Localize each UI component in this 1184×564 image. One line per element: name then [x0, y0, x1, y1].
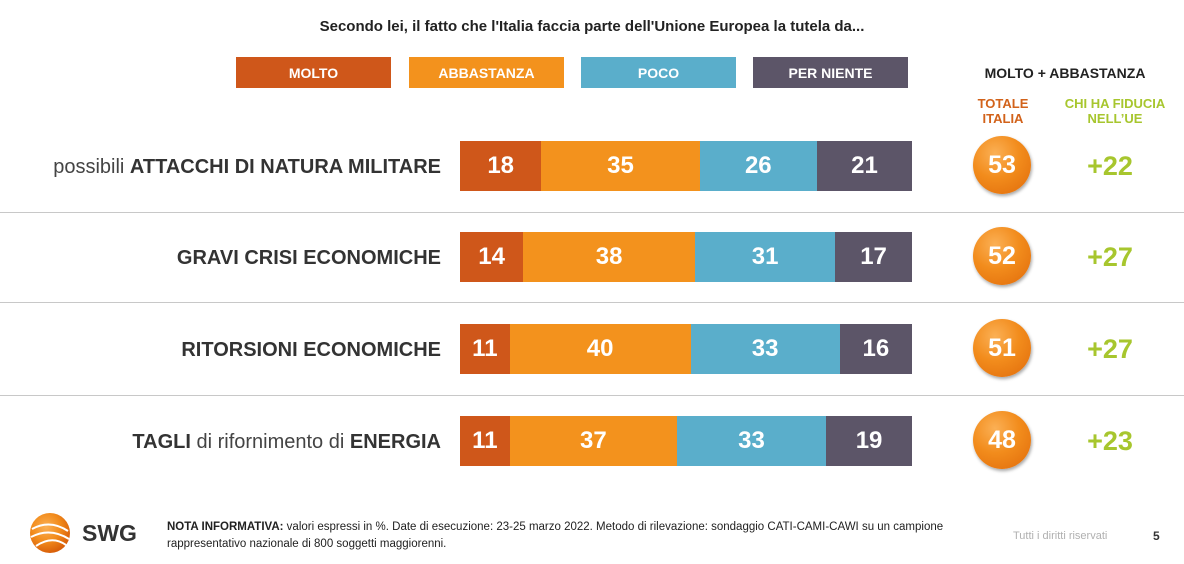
- row-label-part: di rifornimento di: [190, 431, 350, 453]
- swg-logo-icon: [30, 513, 70, 553]
- row-label: GRAVI CRISI ECONOMICHE: [0, 233, 441, 283]
- stacked-bar: 11 40 33 16: [460, 324, 912, 374]
- bar-segment-molto: 11: [460, 416, 510, 466]
- bar-segment-abbastanza: 37: [509, 416, 677, 466]
- bar-segment-abbastanza: 38: [523, 232, 696, 282]
- rights-reserved: Tutti i diritti riservati: [1013, 530, 1108, 542]
- row-separator: [0, 395, 1184, 396]
- header-fiducia-ue: CHI HA FIDUCIA NELL’UE: [1064, 96, 1166, 126]
- footnote-text: valori espressi in %. Date di esecuzione…: [167, 521, 944, 550]
- swg-logo-text: SWG: [82, 520, 137, 546]
- row-label-part: ATTACCHI DI NATURA MILITARE: [129, 156, 441, 178]
- row-label: TAGLI di rifornimento di ENERGIA: [0, 417, 441, 467]
- totale-italia-badge: 48: [973, 411, 1031, 469]
- fiducia-ue-delta: +27: [1087, 334, 1133, 364]
- bar-segment-per-niente: 17: [835, 232, 912, 282]
- page-number: 5: [1153, 529, 1160, 543]
- legend-item-per-niente: PER NIENTE: [753, 57, 908, 88]
- footnote-label: NOTA INFORMATIVA:: [167, 521, 284, 533]
- footnote: NOTA INFORMATIVA: valori espressi in %. …: [167, 519, 1007, 553]
- row-label: possibili ATTACCHI DI NATURA MILITARE: [0, 142, 441, 192]
- legend-item-abbastanza: ABBASTANZA: [409, 57, 564, 88]
- bar-segment-poco: 26: [699, 141, 818, 191]
- chart-title: Secondo lei, il fatto che l'Italia facci…: [319, 18, 865, 35]
- row-label: RITORSIONI ECONOMICHE: [0, 325, 441, 375]
- row-label-part: RITORSIONI ECONOMICHE: [181, 339, 441, 361]
- fiducia-ue-delta: +22: [1087, 151, 1133, 181]
- row-separator: [0, 302, 1184, 303]
- bar-segment-abbastanza: 35: [541, 141, 700, 191]
- bar-segment-poco: 31: [695, 232, 836, 282]
- totale-italia-badge: 53: [973, 136, 1031, 194]
- bar-segment-molto: 14: [460, 232, 524, 282]
- fiducia-ue-delta: +27: [1087, 242, 1133, 272]
- bar-segment-per-niente: 19: [826, 416, 912, 466]
- legend-item-poco: POCO: [581, 57, 736, 88]
- header-totale-italia: TOTALE ITALIA: [977, 96, 1029, 126]
- row-label-part: GRAVI CRISI ECONOMICHE: [176, 247, 441, 269]
- bar-segment-per-niente: 21: [817, 141, 912, 191]
- stacked-bar: 18 35 26 21: [460, 141, 912, 191]
- stacked-bar: 14 38 31 17: [460, 232, 912, 282]
- bar-segment-poco: 33: [676, 416, 827, 466]
- bar-segment-molto: 18: [460, 141, 542, 191]
- row-label-part: possibili: [53, 156, 130, 178]
- bar-segment-abbastanza: 40: [509, 324, 691, 374]
- legend-item-molto: MOLTO: [236, 57, 391, 88]
- row-separator: [0, 212, 1184, 213]
- bar-segment-molto: 11: [460, 324, 510, 374]
- bar-segment-per-niente: 16: [839, 324, 912, 374]
- fiducia-ue-delta: +23: [1087, 426, 1133, 456]
- row-label-part: TAGLI: [132, 431, 191, 453]
- totale-italia-badge: 52: [973, 227, 1031, 285]
- stacked-bar: 11 37 33 19: [460, 416, 912, 466]
- header-molto-abbastanza: MOLTO + ABBASTANZA: [984, 65, 1146, 81]
- bar-segment-poco: 33: [690, 324, 840, 374]
- totale-italia-badge: 51: [973, 319, 1031, 377]
- row-label-part: ENERGIA: [349, 431, 441, 453]
